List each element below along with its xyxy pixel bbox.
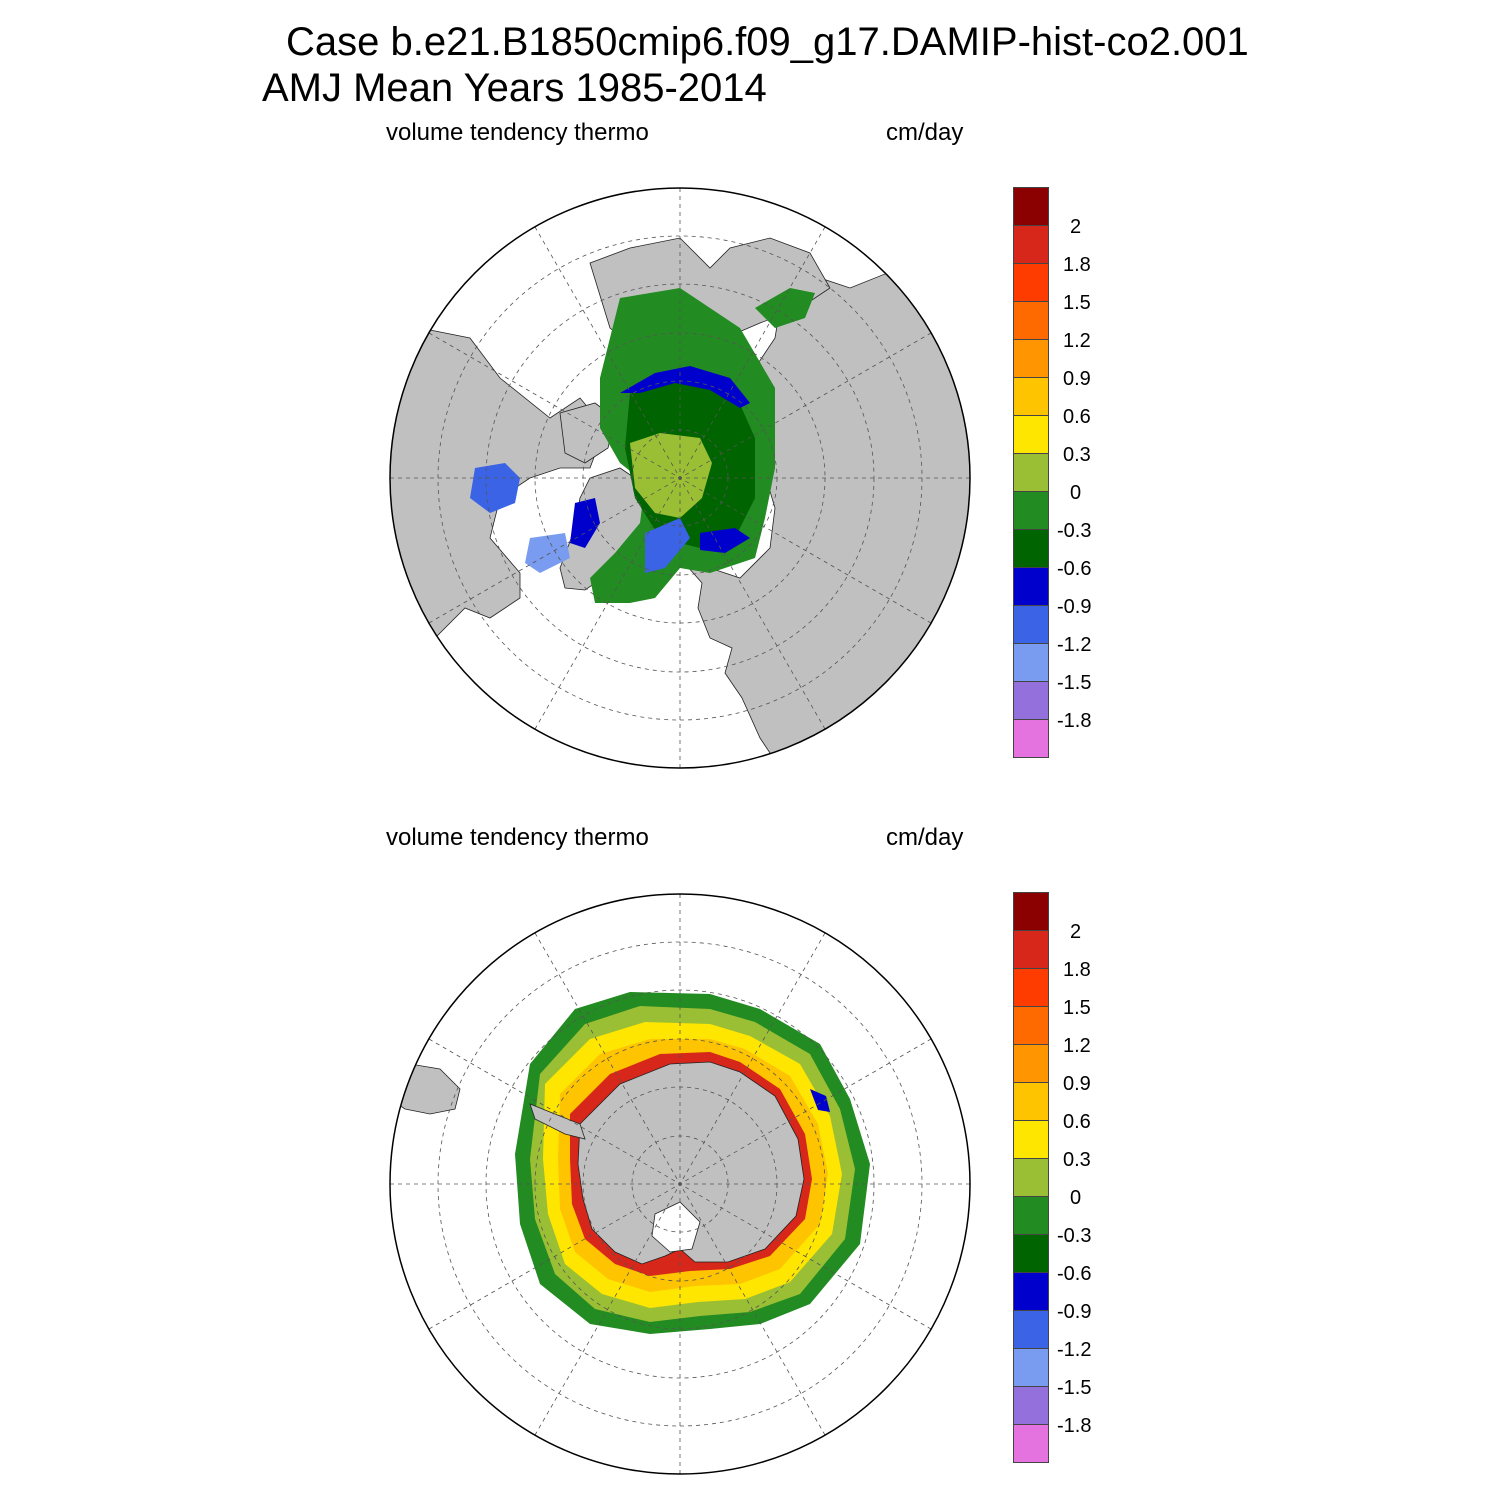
antarctic-map-boundary	[389, 893, 971, 1475]
colorbar-south-label: 0.9	[1063, 1073, 1091, 1095]
colorbar-swatch	[1013, 1044, 1049, 1082]
colorbar-swatch	[1013, 1082, 1049, 1120]
colorbar-north-label: 0	[1070, 482, 1082, 504]
antarctic-peninsula	[529, 1103, 586, 1140]
colorbar-north	[1013, 187, 1049, 758]
colorbar-south-label: 1.5	[1063, 997, 1091, 1019]
weddell-sea-blue-patch	[810, 1089, 830, 1112]
colorbar-swatch	[1013, 301, 1049, 339]
colorbar-south-label: 0	[1070, 1187, 1082, 1209]
colorbar-swatch	[1013, 930, 1049, 968]
colorbar-swatch	[1013, 1006, 1049, 1044]
colorbar-south-label: -0.3	[1057, 1225, 1092, 1247]
colorbar-south-label: 0.3	[1063, 1149, 1091, 1171]
colorbar-swatch	[1013, 377, 1049, 415]
colorbar-south-label: 0.6	[1063, 1111, 1091, 1133]
colorbar-swatch	[1013, 1386, 1049, 1424]
colorbar-swatch	[1013, 263, 1049, 301]
colorbar-swatch	[1013, 491, 1049, 529]
figure-title-line1: Case b.e21.B1850cmip6.f09_g17.DAMIP-hist…	[286, 20, 1249, 64]
arctic-ice-center-light-green	[630, 433, 712, 518]
colorbar-swatch	[1013, 529, 1049, 567]
colorbar-swatch	[1013, 681, 1049, 719]
colorbar-swatch	[1013, 1424, 1049, 1463]
colorbar-south-label: -1.5	[1057, 1377, 1092, 1399]
arctic-ice-blue-edge-pacific	[620, 366, 750, 408]
arctic-graticule	[390, 188, 970, 768]
colorbar-south-label: -1.2	[1057, 1339, 1092, 1361]
colorbar-swatch	[1013, 719, 1049, 758]
colorbar-south-label: -0.6	[1057, 1263, 1092, 1285]
colorbar-south	[1013, 892, 1049, 1463]
colorbar-north-label: 0.6	[1063, 406, 1091, 428]
colorbar-north-label: -1.8	[1057, 710, 1092, 732]
colorbar-north-label: -1.2	[1057, 634, 1092, 656]
colorbar-north-label: 0.3	[1063, 444, 1091, 466]
colorbar-north-label: 1.2	[1063, 330, 1091, 352]
colorbar-south-label: 2	[1070, 921, 1082, 943]
colorbar-swatch	[1013, 1196, 1049, 1234]
colorbar-south-label: -0.9	[1057, 1301, 1092, 1323]
colorbar-swatch	[1013, 339, 1049, 377]
colorbar-swatch	[1013, 1120, 1049, 1158]
arctic-map-boundary	[389, 187, 971, 769]
colorbar-south-label: 1.8	[1063, 959, 1091, 981]
panel-north-units-label: cm/day	[886, 119, 964, 146]
colorbar-swatch	[1013, 968, 1049, 1006]
colorbar-swatch	[1013, 1272, 1049, 1310]
colorbar-north-label: 0.9	[1063, 368, 1091, 390]
colorbar-swatch	[1013, 453, 1049, 491]
labrador-sea-ice	[525, 533, 570, 573]
colorbar-swatch	[1013, 567, 1049, 605]
colorbar-swatch	[1013, 187, 1049, 225]
okhotsk-sea-ice	[755, 288, 815, 328]
colorbar-swatch	[1013, 1234, 1049, 1272]
colorbar-north-label: 1.5	[1063, 292, 1091, 314]
colorbar-south-label: -1.8	[1057, 1415, 1092, 1437]
colorbar-north-label: -0.9	[1057, 596, 1092, 618]
panel-north-variable-label: volume tendency thermo	[386, 119, 649, 146]
colorbar-swatch	[1013, 892, 1049, 930]
colorbar-swatch	[1013, 225, 1049, 263]
colorbar-swatch	[1013, 1310, 1049, 1348]
colorbar-north-label: 1.8	[1063, 254, 1091, 276]
colorbar-swatch	[1013, 1348, 1049, 1386]
greenland-sea-ice	[645, 518, 690, 573]
colorbar-swatch	[1013, 1158, 1049, 1196]
figure-title-line2: AMJ Mean Years 1985-2014	[262, 66, 767, 110]
colorbar-north-label: 2	[1070, 216, 1082, 238]
antarctic-polar-map	[389, 893, 971, 1475]
arctic-polar-map	[389, 187, 971, 769]
colorbar-swatch	[1013, 605, 1049, 643]
panel-south-variable-label: volume tendency thermo	[386, 824, 649, 851]
panel-south-units-label: cm/day	[886, 824, 964, 851]
antarctic-graticule	[390, 894, 970, 1474]
colorbar-south-label: 1.2	[1063, 1035, 1091, 1057]
colorbar-north-label: -0.3	[1057, 520, 1092, 542]
hudson-bay-ice	[470, 463, 520, 513]
colorbar-north-label: -1.5	[1057, 672, 1092, 694]
colorbar-swatch	[1013, 415, 1049, 453]
baffin-bay-ice	[570, 498, 600, 548]
colorbar-swatch	[1013, 643, 1049, 681]
colorbar-north-label: -0.6	[1057, 558, 1092, 580]
